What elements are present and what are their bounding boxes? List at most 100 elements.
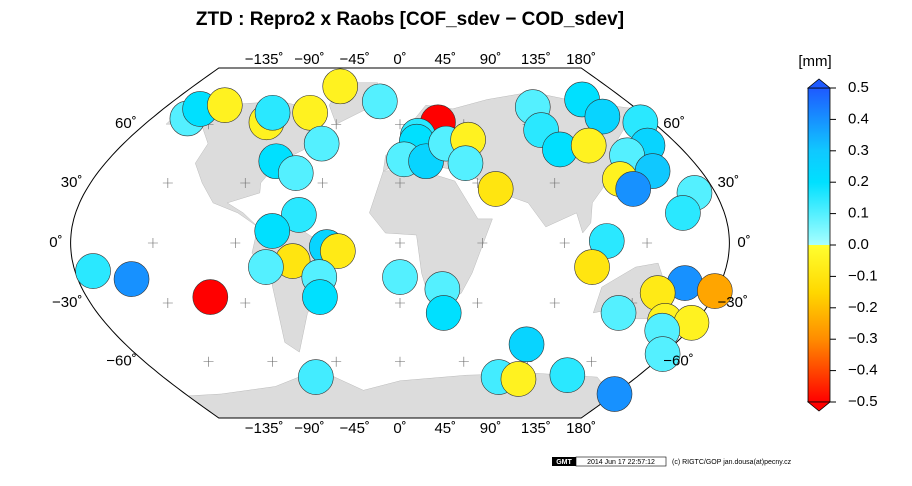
station xyxy=(362,83,398,120)
y-tick-label-left: 60˚ xyxy=(115,115,137,132)
logo: GMT xyxy=(556,459,572,466)
graticule-cross xyxy=(559,238,570,248)
logo-box xyxy=(552,457,576,466)
y-tick-label-left: 30˚ xyxy=(61,174,83,191)
station xyxy=(298,359,334,395)
x-tick-label-bottom: −45˚ xyxy=(339,420,369,437)
colorbar-tick-label: −0.4 xyxy=(848,362,878,379)
graticule-cross xyxy=(395,298,405,309)
x-tick-label-bottom: −135˚ xyxy=(245,420,284,437)
graticule-cross xyxy=(267,356,278,367)
station xyxy=(425,295,462,331)
y-tick-label-right: −30˚ xyxy=(718,294,748,311)
station xyxy=(75,253,111,289)
graticule-cross xyxy=(549,298,560,309)
station xyxy=(303,125,340,162)
y-tick-label-left: 0˚ xyxy=(49,234,62,251)
station xyxy=(549,357,586,393)
y-tick-label-left: −60˚ xyxy=(106,353,136,370)
y-tick-label-right: 60˚ xyxy=(663,115,685,132)
graticule-cross xyxy=(203,356,214,367)
station xyxy=(574,249,610,285)
graticule-cross xyxy=(586,356,597,367)
x-tick-label-bottom: 45˚ xyxy=(434,420,456,437)
colorbar-label: [mm] xyxy=(798,53,831,70)
graticule-cross xyxy=(331,356,342,367)
station xyxy=(570,127,607,164)
x-tick-label-top: 0˚ xyxy=(393,51,406,68)
station xyxy=(477,171,514,207)
graticule-cross xyxy=(458,356,469,367)
station xyxy=(254,94,291,131)
x-tick-label-bottom: 90˚ xyxy=(480,420,502,437)
colorbar-arrow-top xyxy=(806,78,832,89)
station xyxy=(500,361,537,397)
landmass xyxy=(187,369,613,419)
graticule-cross xyxy=(230,238,241,248)
graticule-cross xyxy=(395,356,405,367)
graticule-cross xyxy=(549,177,560,188)
y-tick-label-right: 0˚ xyxy=(737,234,750,251)
graticule-cross xyxy=(331,119,342,130)
station xyxy=(254,213,291,249)
station xyxy=(302,279,338,315)
station xyxy=(615,171,651,207)
graticule-cross xyxy=(317,177,328,188)
x-tick-label-top: −135˚ xyxy=(245,51,284,68)
graticule-cross xyxy=(642,238,653,248)
station xyxy=(697,273,733,309)
colorbar-tick-label: 0.3 xyxy=(848,142,869,159)
colorbar-tick-label: −0.3 xyxy=(848,330,878,347)
colorbar-tick-label: 0.4 xyxy=(848,110,869,127)
station xyxy=(320,233,356,269)
graticule-cross xyxy=(240,298,251,309)
timestamp-box xyxy=(575,456,667,467)
colorbar-tick-label: 0.5 xyxy=(848,79,869,96)
x-tick-label-top: −45˚ xyxy=(339,51,369,68)
station xyxy=(508,326,545,363)
station xyxy=(665,195,701,231)
y-tick-label-right: −60˚ xyxy=(663,353,693,370)
graticule-cross xyxy=(395,238,405,248)
station xyxy=(207,87,243,123)
station xyxy=(281,197,317,233)
station xyxy=(600,295,637,331)
x-tick-label-top: 90˚ xyxy=(480,51,502,68)
graticule-cross xyxy=(162,298,173,309)
station xyxy=(322,68,359,105)
x-tick-label-top: 45˚ xyxy=(434,51,456,68)
graticule-cross xyxy=(395,177,405,188)
station xyxy=(382,259,418,295)
station xyxy=(248,249,284,285)
landmass xyxy=(369,168,493,314)
station xyxy=(113,261,150,297)
timestamp: 2014 Jun 17 22:57:12 xyxy=(587,459,655,466)
graticule-cross xyxy=(395,119,405,130)
x-tick-label-bottom: 135˚ xyxy=(521,420,551,437)
station xyxy=(292,94,328,131)
x-tick-label-bottom: −90˚ xyxy=(294,420,324,437)
x-tick-label-top: 135˚ xyxy=(521,51,551,68)
station xyxy=(277,155,314,191)
x-tick-label-bottom: 180˚ xyxy=(566,420,596,437)
colorbar-tick-label: 0.2 xyxy=(848,173,869,190)
station xyxy=(192,279,229,315)
graticule-cross xyxy=(162,177,173,188)
x-tick-label-bottom: 0˚ xyxy=(393,420,406,437)
colorbar-tick-label: 0.0 xyxy=(848,236,869,253)
colorbar-tick-label: −0.5 xyxy=(848,393,878,410)
colorbar xyxy=(807,87,831,403)
station xyxy=(447,145,484,182)
title: ZTD : Repro2 x Raobs [COF_sdev − COD_sde… xyxy=(196,9,624,30)
graticule-cross xyxy=(477,238,488,248)
x-tick-label-top: 180˚ xyxy=(566,51,596,68)
credit: (c) RIGTC/GOP jan.dousa(at)pecny.cz xyxy=(672,459,792,466)
y-tick-label-right: 30˚ xyxy=(718,174,740,191)
colorbar-tick-label: −0.2 xyxy=(848,299,878,316)
station xyxy=(596,376,633,412)
station xyxy=(644,336,681,372)
graticule-cross xyxy=(147,238,158,248)
colorbar-tick-label: 0.1 xyxy=(848,205,869,222)
colorbar-tick-label: −0.1 xyxy=(848,267,878,284)
